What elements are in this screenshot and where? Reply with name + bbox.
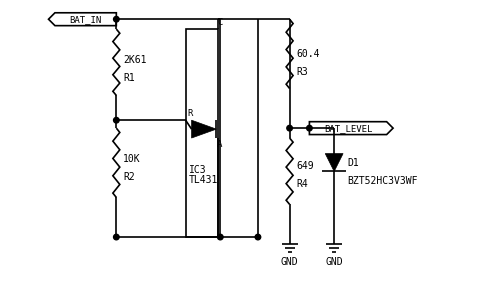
Text: D1: D1 [347,158,359,168]
Text: GND: GND [326,257,343,267]
Circle shape [306,125,312,131]
Text: BZT52HC3V3WF: BZT52HC3V3WF [347,176,418,186]
Circle shape [218,234,223,240]
Text: TL431: TL431 [188,175,218,185]
Text: 2K61: 2K61 [124,55,147,65]
Text: BAT_LEVEL: BAT_LEVEL [324,124,372,133]
Polygon shape [326,154,343,171]
Text: C: C [218,18,222,27]
Text: IC3: IC3 [188,165,206,175]
Text: 649: 649 [296,161,314,171]
Text: R2: R2 [124,172,135,182]
Text: R4: R4 [296,179,308,189]
Circle shape [255,234,260,240]
Bar [186,29,218,237]
Text: R1: R1 [124,73,135,83]
Text: 60.4: 60.4 [296,49,320,59]
Circle shape [114,117,119,123]
Polygon shape [192,120,216,138]
Text: A: A [218,140,222,149]
Circle shape [114,234,119,240]
Text: BAT_IN: BAT_IN [70,15,102,24]
Text: GND: GND [281,257,298,267]
Text: 10K: 10K [124,154,141,164]
Text: R: R [188,109,193,118]
Text: R3: R3 [296,67,308,77]
Circle shape [114,16,119,22]
Circle shape [287,125,292,131]
